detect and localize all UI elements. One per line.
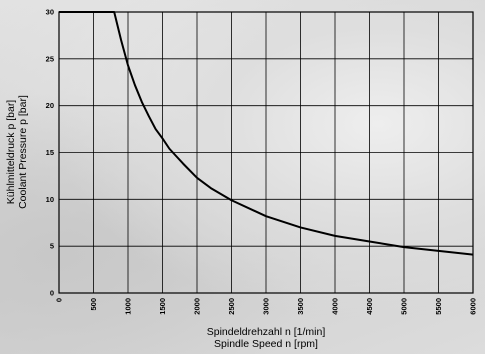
series-line-0 (59, 11, 474, 256)
x-tick-label-1500: 1500 (158, 298, 167, 315)
y-tick-label-5: 5 (50, 242, 54, 251)
y-tick-labels: 0 5 10 15 20 25 30 (46, 8, 54, 298)
plot-frame (58, 11, 474, 294)
x-tick-label-500: 500 (89, 298, 98, 311)
x-tick-label-4000: 4000 (331, 298, 340, 315)
x-tick-label-3500: 3500 (296, 298, 305, 315)
y-tick-label-15: 15 (46, 148, 54, 157)
y-axis-label-line-1: Kühlmitteldruck p [bar] (5, 100, 17, 205)
x-tick-label-5000: 5000 (400, 298, 409, 315)
x-axis-label-line-2: Spindle Speed n [rpm] (214, 338, 318, 350)
x-tick-label-3000: 3000 (262, 298, 271, 315)
x-tick-label-1000: 1000 (124, 298, 133, 315)
grid (58, 11, 474, 294)
y-tick-label-25: 25 (46, 54, 54, 63)
y-tick-label-10: 10 (46, 195, 54, 204)
y-tick-label-30: 30 (46, 8, 54, 17)
series-layer (59, 11, 474, 256)
x-tick-labels: 0 500 1000 1500 2000 2500 3000 3500 4000 4500 5000… (55, 298, 478, 315)
y-axis-label-line-2: Coolant Pressure p [bar] (17, 95, 29, 209)
x-tick-label-2000: 2000 (193, 298, 202, 315)
x-tick-label-5500: 5500 (434, 298, 443, 315)
y-tick-label-0: 0 (50, 289, 54, 298)
x-tick-label-6000: 6000 (469, 298, 478, 315)
x-tick-label-0: 0 (55, 298, 64, 302)
x-tick-label-2500: 2500 (227, 298, 236, 315)
y-tick-label-20: 20 (46, 101, 54, 110)
x-axis-label-line-1: Spindeldrehzahl n [1/min] (207, 326, 326, 338)
x-tick-label-4500: 4500 (365, 298, 374, 315)
